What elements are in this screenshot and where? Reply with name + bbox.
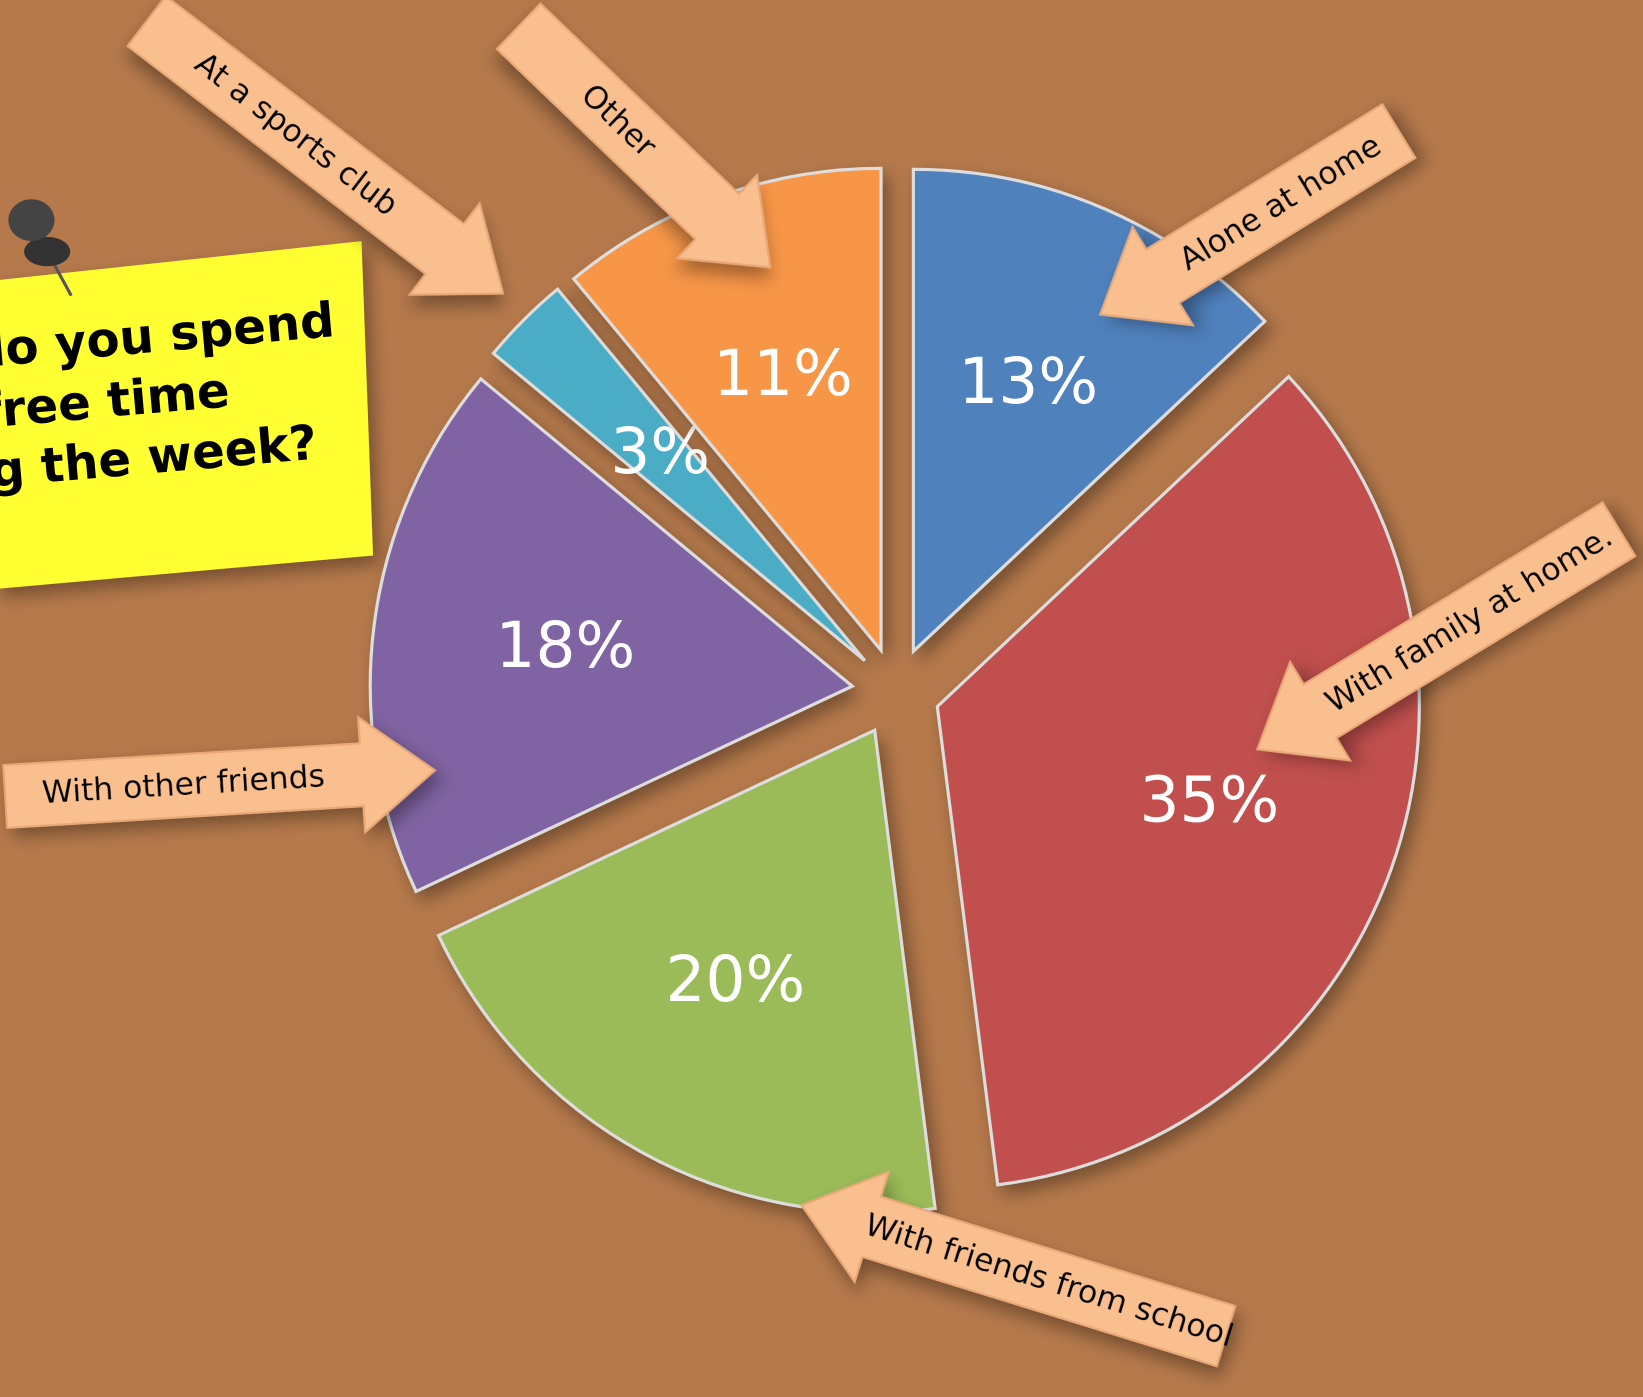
pin-base <box>24 237 70 266</box>
value-label: 18% <box>495 609 635 682</box>
category-label: Alone at home <box>1173 127 1387 278</box>
category-label: With friends from school <box>861 1207 1238 1354</box>
value-label: 13% <box>958 345 1098 418</box>
category-callout: With friends from school <box>785 1150 1249 1393</box>
note-body: How do you spend your free time during t… <box>0 290 355 563</box>
sticky-note: How do you spend your free time during t… <box>0 241 373 589</box>
value-label: 35% <box>1140 764 1280 837</box>
slices: 13%35%20%18%3%11% <box>370 168 1419 1212</box>
category-callout: With other friends <box>2 713 439 854</box>
page: {"chart_data": {"type": "pie", "title": … <box>0 0 1643 1397</box>
category-label: At a sports club <box>188 45 405 223</box>
value-label: 11% <box>713 337 853 410</box>
value-label: 20% <box>666 943 806 1016</box>
pin-head <box>8 199 54 241</box>
chart: How do you spend your free time during t… <box>0 0 1643 1397</box>
chart-title: How do you spend your free time during t… <box>0 290 351 514</box>
